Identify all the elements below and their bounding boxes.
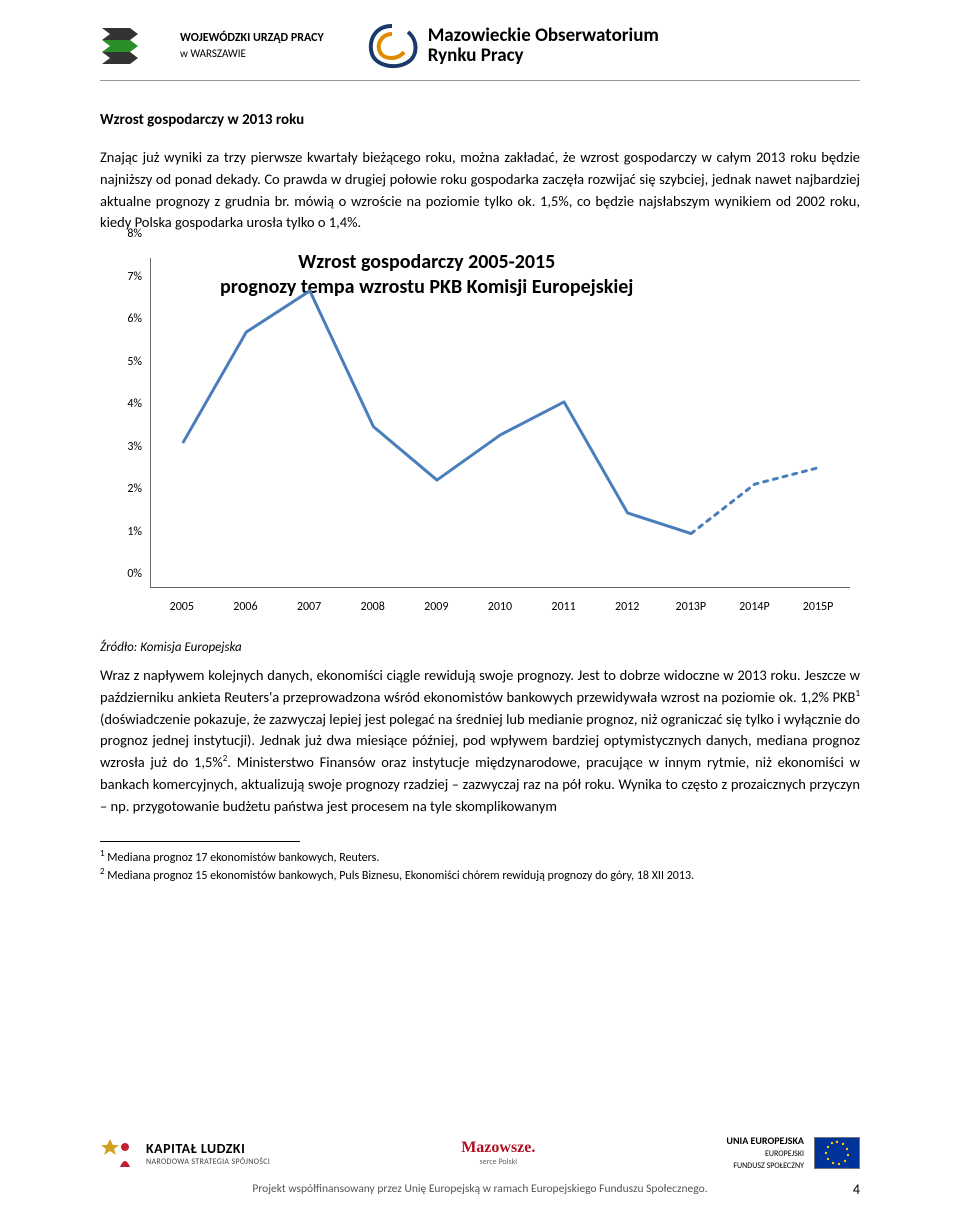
kapital-ludzki-logo: KAPITAŁ LUDZKI NARODOWA STRATEGIA SPÓJNO… xyxy=(100,1135,270,1171)
eu-text: UNIA EUROPEJSKA EUROPEJSKI FUNDUSZ SPOŁE… xyxy=(726,1135,804,1172)
star-person-icon xyxy=(100,1135,136,1171)
mazo-title-l1: Mazowieckie Obserwatorium xyxy=(428,26,659,46)
y-tick-label: 8% xyxy=(127,227,142,241)
section-title: Wzrost gospodarczy w 2013 roku xyxy=(100,111,860,129)
paragraph-1: Znając już wyniki za trzy pierwsze kwart… xyxy=(100,147,860,234)
mazo-title-l2: Rynku Pracy xyxy=(428,46,659,66)
chart-y-axis: 0%1%2%3%4%5%6%7%8% xyxy=(100,248,150,588)
footnote-separator xyxy=(100,841,300,842)
mazowsze-sub: serce Polski xyxy=(461,1157,535,1167)
eu-sub2: FUNDUSZ SPOŁECZNY xyxy=(733,1161,804,1171)
footnote-ref-1: 1 xyxy=(855,688,860,699)
wup-title-block: WOJEWÓDZKI URZĄD PRACY w WARSZAWIE xyxy=(180,31,324,61)
chart-source: Źródło: Komisja Europejska xyxy=(100,640,860,655)
x-tick-label: 2011 xyxy=(532,600,596,614)
chart-plot-area xyxy=(150,258,850,588)
eu-sub1: EUROPEJSKI xyxy=(765,1149,804,1159)
eu-title: UNIA EUROPEJSKA xyxy=(726,1134,804,1147)
x-tick-label: 2008 xyxy=(341,600,405,614)
wup-arrows-logo xyxy=(100,22,162,70)
mazowieckie-logo: Mazowieckie Obserwatorium Rynku Pracy xyxy=(362,20,659,72)
page-number: 4 xyxy=(853,1181,860,1198)
footer-logos: KAPITAŁ LUDZKI NARODOWA STRATEGIA SPÓJNO… xyxy=(100,1135,860,1172)
fn2-text: Mediana prognoz 15 ekonomistów bankowych… xyxy=(105,869,695,883)
y-tick-label: 0% xyxy=(127,567,142,581)
page-content: Wzrost gospodarczy w 2013 roku Znając ju… xyxy=(0,81,960,885)
para2-part-a: Wraz z napływem kolejnych danych, ekonom… xyxy=(100,666,860,706)
eu-logo-block: UNIA EUROPEJSKA EUROPEJSKI FUNDUSZ SPOŁE… xyxy=(726,1135,860,1172)
x-tick-label: 2014P xyxy=(723,600,787,614)
page-header: WOJEWÓDZKI URZĄD PRACY w WARSZAWIE Mazow… xyxy=(100,0,860,81)
footnote-2: 2 Mediana prognoz 15 ekonomistów bankowy… xyxy=(100,866,860,884)
y-tick-label: 2% xyxy=(127,482,142,496)
x-tick-label: 2015P xyxy=(786,600,850,614)
y-tick-label: 4% xyxy=(127,397,142,411)
kapital-sub: NARODOWA STRATEGIA SPÓJNOŚCI xyxy=(146,1157,270,1167)
x-tick-label: 2010 xyxy=(468,600,532,614)
gdp-growth-chart: Wzrost gospodarczy 2005-2015 prognozy te… xyxy=(100,248,860,618)
x-tick-label: 2009 xyxy=(405,600,469,614)
mazowsze-logo: Mazowsze. serce Polski xyxy=(461,1139,535,1167)
eu-flag-icon xyxy=(814,1137,860,1169)
wup-subtitle: w WARSZAWIE xyxy=(180,47,324,61)
footnote-1: 1 Mediana prognoz 17 ekonomistów bankowy… xyxy=(100,848,860,866)
chart-x-axis: 200520062007200820092010201120122013P201… xyxy=(150,600,850,614)
x-tick-label: 2005 xyxy=(150,600,214,614)
y-tick-label: 7% xyxy=(127,270,142,284)
fn1-text: Mediana prognoz 17 ekonomistów bankowych… xyxy=(105,851,380,865)
x-tick-label: 2006 xyxy=(214,600,278,614)
y-tick-label: 3% xyxy=(127,440,142,454)
y-tick-label: 6% xyxy=(127,312,142,326)
swirl-icon xyxy=(362,20,422,72)
x-tick-label: 2007 xyxy=(277,600,341,614)
x-tick-label: 2012 xyxy=(595,600,659,614)
paragraph-2: Wraz z napływem kolejnych danych, ekonom… xyxy=(100,665,860,817)
wup-title: WOJEWÓDZKI URZĄD PRACY xyxy=(180,31,324,47)
mazowsze-title: Mazowsze. xyxy=(461,1139,535,1157)
kapital-title: KAPITAŁ LUDZKI xyxy=(146,1140,270,1157)
page-footer: KAPITAŁ LUDZKI NARODOWA STRATEGIA SPÓJNO… xyxy=(100,1135,860,1196)
x-tick-label: 2013P xyxy=(659,600,723,614)
y-tick-label: 1% xyxy=(127,525,142,539)
footer-caption: Projekt współfinansowany przez Unię Euro… xyxy=(100,1182,860,1196)
y-tick-label: 5% xyxy=(127,355,142,369)
